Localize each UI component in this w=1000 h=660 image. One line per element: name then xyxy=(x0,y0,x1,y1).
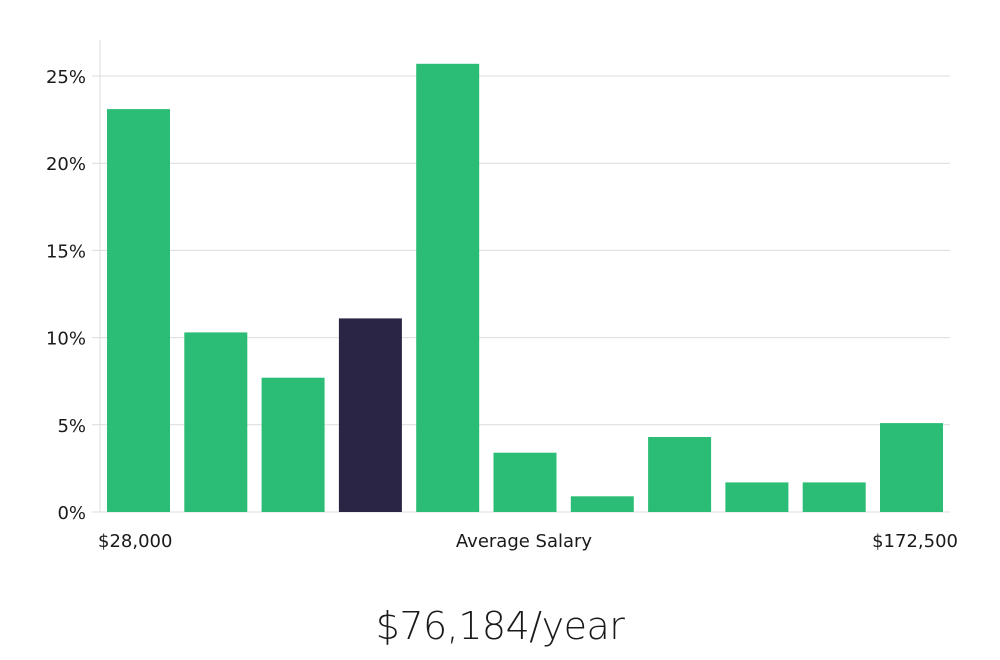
x-axis-min-label: $28,000 xyxy=(98,531,172,552)
y-tick-label: 25% xyxy=(46,67,86,88)
histogram-bar-highlighted[interactable] xyxy=(338,318,402,512)
histogram-bar[interactable] xyxy=(802,482,866,512)
labels-layer: $28,000 Average Salary $172,500 xyxy=(98,531,958,552)
chart-canvas: 0% 5% 10% 15% 20% 25% $28,000 Average Salary … xyxy=(46,40,958,552)
y-tick-label: 5% xyxy=(57,416,86,437)
histogram-bar[interactable] xyxy=(570,496,634,512)
histogram-bar[interactable] xyxy=(107,109,170,512)
histogram-bar[interactable] xyxy=(880,423,943,512)
average-salary-headline: $76,184/year xyxy=(375,604,625,648)
x-axis-center-label: Average Salary xyxy=(456,531,593,552)
histogram-bar[interactable] xyxy=(648,437,712,512)
y-tick-label: 0% xyxy=(57,503,86,524)
x-axis-max-label: $172,500 xyxy=(872,531,958,552)
y-tick-label: 15% xyxy=(46,241,86,262)
histogram-bar[interactable] xyxy=(725,482,789,512)
grid-layer: 0% 5% 10% 15% 20% 25% xyxy=(46,40,950,524)
histogram-bar[interactable] xyxy=(184,332,248,512)
histogram-bar[interactable] xyxy=(261,377,325,512)
y-tick-label: 20% xyxy=(46,154,86,175)
histogram-bar[interactable] xyxy=(493,452,557,512)
bars-layer xyxy=(107,63,943,513)
y-tick-label: 10% xyxy=(46,329,86,350)
histogram-bar[interactable] xyxy=(416,63,480,513)
